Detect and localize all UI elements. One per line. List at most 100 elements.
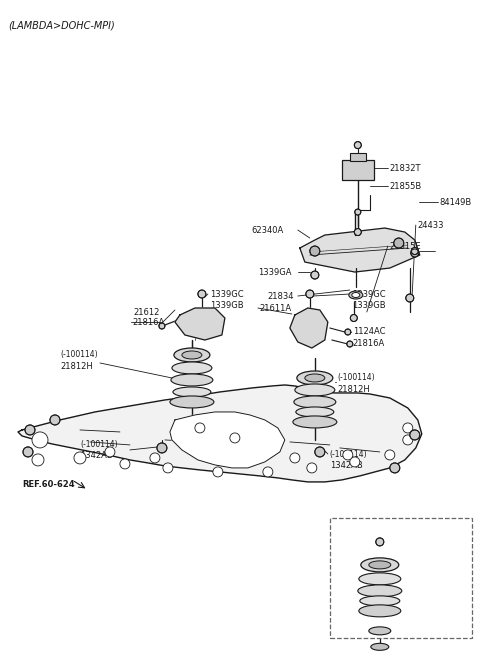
Bar	[342, 160, 374, 180]
Polygon shape	[300, 228, 420, 272]
Text: 21816A: 21816A	[353, 339, 385, 348]
Circle shape	[307, 463, 317, 473]
Circle shape	[345, 329, 351, 335]
Ellipse shape	[296, 407, 334, 417]
Text: 1339GB: 1339GB	[210, 301, 243, 310]
Ellipse shape	[174, 348, 210, 362]
Circle shape	[403, 435, 413, 445]
Ellipse shape	[359, 605, 401, 617]
Circle shape	[74, 452, 86, 464]
Text: 1339GC: 1339GC	[210, 290, 243, 299]
Circle shape	[163, 463, 173, 473]
Ellipse shape	[371, 643, 389, 650]
Polygon shape	[290, 308, 328, 348]
Circle shape	[263, 467, 273, 477]
Text: 21812H: 21812H	[395, 557, 428, 567]
Circle shape	[311, 271, 319, 279]
Text: 1339GB: 1339GB	[352, 301, 385, 310]
Text: (-100114): (-100114)	[330, 451, 368, 459]
Text: 84149B: 84149B	[440, 198, 472, 206]
Circle shape	[385, 450, 395, 460]
Text: 1339GA: 1339GA	[258, 267, 291, 276]
Circle shape	[157, 443, 167, 453]
Circle shape	[406, 294, 414, 302]
Text: 21812H: 21812H	[338, 385, 371, 394]
Ellipse shape	[294, 396, 336, 408]
Text: (-100114): (-100114)	[338, 373, 375, 383]
Text: REF.60-624: REF.60-624	[22, 480, 74, 489]
Text: 21855B: 21855B	[390, 181, 422, 191]
Circle shape	[403, 423, 413, 433]
Circle shape	[23, 447, 33, 457]
Circle shape	[315, 447, 325, 457]
Circle shape	[354, 229, 361, 236]
Circle shape	[120, 459, 130, 469]
Circle shape	[159, 323, 165, 329]
Text: (-100114): (-100114)	[80, 440, 118, 449]
Text: 62340A: 62340A	[252, 225, 284, 234]
Circle shape	[230, 433, 240, 443]
Circle shape	[32, 454, 44, 466]
Text: 1342AB: 1342AB	[330, 461, 362, 470]
Ellipse shape	[358, 585, 402, 597]
Circle shape	[290, 453, 300, 463]
Ellipse shape	[297, 371, 333, 385]
Text: 21812H: 21812H	[60, 362, 93, 371]
Circle shape	[347, 341, 353, 347]
Circle shape	[350, 457, 360, 467]
Circle shape	[343, 450, 353, 460]
Ellipse shape	[305, 374, 325, 382]
Circle shape	[105, 447, 115, 457]
Circle shape	[213, 467, 223, 477]
Ellipse shape	[295, 384, 335, 396]
Ellipse shape	[171, 374, 213, 386]
Circle shape	[310, 246, 320, 256]
Circle shape	[390, 463, 400, 473]
Text: 21834: 21834	[268, 291, 294, 301]
Circle shape	[376, 538, 384, 546]
Circle shape	[394, 238, 404, 248]
Circle shape	[32, 432, 48, 448]
Circle shape	[25, 425, 35, 435]
Circle shape	[350, 314, 357, 322]
Text: 21832T: 21832T	[390, 164, 421, 172]
Text: (100114-): (100114-)	[338, 525, 379, 534]
Ellipse shape	[352, 293, 360, 297]
Ellipse shape	[293, 416, 337, 428]
Text: 1124AC: 1124AC	[353, 328, 385, 337]
Polygon shape	[175, 308, 225, 340]
Circle shape	[306, 290, 314, 298]
Circle shape	[410, 430, 420, 440]
Polygon shape	[170, 412, 285, 468]
Circle shape	[354, 141, 361, 149]
Circle shape	[150, 453, 160, 463]
Polygon shape	[222, 422, 280, 452]
Circle shape	[411, 248, 418, 255]
Ellipse shape	[359, 573, 401, 585]
Ellipse shape	[173, 387, 211, 397]
Ellipse shape	[360, 596, 400, 606]
Text: 1342AB: 1342AB	[80, 451, 113, 460]
Ellipse shape	[172, 362, 212, 374]
Ellipse shape	[361, 558, 399, 572]
Text: (-100114): (-100114)	[60, 350, 97, 360]
Text: 1360GC: 1360GC	[395, 588, 429, 596]
Ellipse shape	[369, 561, 391, 569]
Text: 21816A: 21816A	[132, 318, 164, 326]
Circle shape	[411, 249, 419, 257]
Text: 21612: 21612	[133, 307, 159, 316]
Ellipse shape	[170, 396, 214, 408]
Circle shape	[50, 415, 60, 425]
Text: 21611A: 21611A	[260, 303, 292, 312]
Text: 1339GC: 1339GC	[352, 290, 385, 299]
Ellipse shape	[182, 351, 202, 359]
Circle shape	[195, 423, 205, 433]
Ellipse shape	[369, 627, 391, 635]
Bar	[350, 153, 366, 161]
Text: (LAMBDA>DOHC-MPI): (LAMBDA>DOHC-MPI)	[8, 20, 115, 30]
Text: 1339CA: 1339CA	[395, 603, 428, 611]
Circle shape	[355, 209, 361, 215]
Text: 21815E: 21815E	[390, 242, 421, 251]
Polygon shape	[18, 385, 422, 482]
FancyBboxPatch shape	[330, 518, 472, 638]
